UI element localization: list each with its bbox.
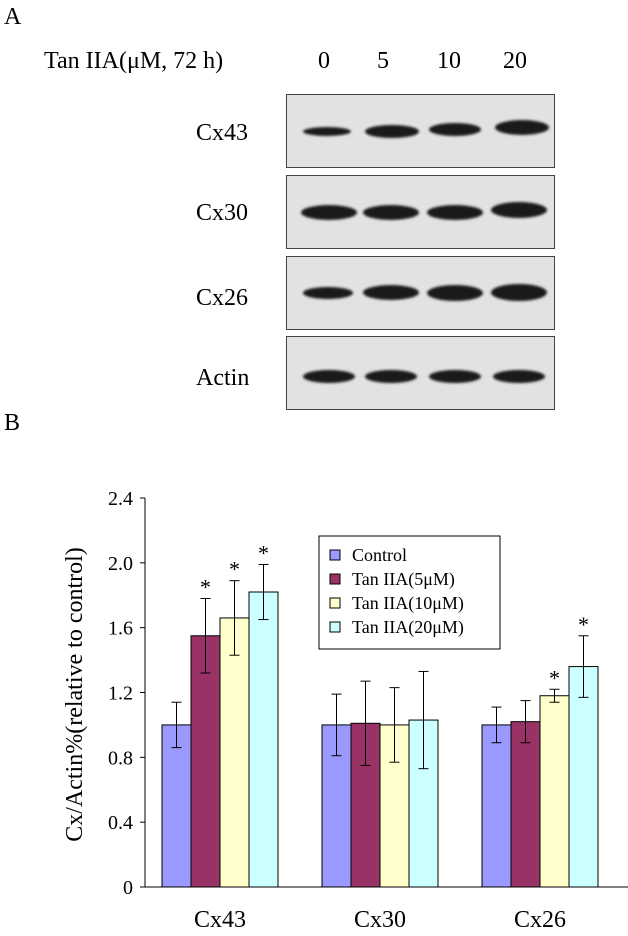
y-tick-label: 1.6 bbox=[108, 618, 133, 640]
lane-label-20: 20 bbox=[503, 48, 527, 74]
band bbox=[491, 284, 547, 301]
panel-b-label: B bbox=[4, 410, 21, 436]
y-tick-label: 0.4 bbox=[108, 812, 133, 834]
lane-label-10: 10 bbox=[437, 48, 461, 74]
band bbox=[495, 120, 549, 135]
y-tick-label: 2.4 bbox=[108, 488, 133, 510]
significance-marker: * bbox=[200, 574, 211, 599]
blot-strip-cx26 bbox=[286, 256, 555, 330]
bar bbox=[481, 724, 512, 888]
legend-swatch bbox=[329, 549, 341, 561]
band bbox=[301, 205, 357, 220]
y-tick-label: 0 bbox=[123, 877, 133, 899]
significance-marker: * bbox=[578, 612, 589, 637]
y-tick-label: 1.2 bbox=[108, 683, 133, 705]
blot-strip-cx30 bbox=[286, 175, 555, 249]
blot-label-cx30: Cx30 bbox=[196, 200, 249, 226]
panel-a-label: A bbox=[4, 4, 22, 30]
significance-marker: * bbox=[258, 540, 269, 565]
legend-label: Tan IIA(20μM) bbox=[352, 617, 464, 638]
blot-strip-actin bbox=[286, 336, 555, 410]
band bbox=[303, 370, 355, 383]
legend-box bbox=[318, 535, 501, 650]
x-category-label: Cx43 bbox=[194, 907, 246, 933]
band bbox=[303, 287, 353, 299]
bar bbox=[190, 635, 221, 888]
band bbox=[493, 370, 545, 383]
band bbox=[427, 205, 483, 220]
legend-swatch bbox=[329, 573, 341, 585]
band bbox=[429, 123, 481, 136]
band bbox=[363, 205, 419, 220]
band bbox=[427, 285, 483, 301]
treatment-label: Tan IIA(μM, 72 h) bbox=[44, 48, 224, 74]
legend-label: Tan IIA(5μM) bbox=[352, 569, 455, 590]
legend-label: Control bbox=[352, 545, 407, 565]
significance-marker: * bbox=[549, 665, 560, 690]
x-category-label: Cx26 bbox=[514, 907, 566, 933]
band bbox=[365, 370, 417, 383]
blot-label-cx43: Cx43 bbox=[196, 120, 249, 146]
bar bbox=[248, 591, 279, 888]
lane-label-5: 5 bbox=[377, 48, 389, 74]
band bbox=[491, 202, 547, 218]
blot-strip-cx43 bbox=[286, 94, 555, 168]
bar bbox=[539, 695, 570, 888]
legend-swatch bbox=[329, 621, 341, 633]
blot-label-actin: Actin bbox=[196, 365, 250, 391]
band bbox=[365, 125, 419, 138]
legend-swatch bbox=[329, 597, 341, 609]
band bbox=[429, 370, 481, 383]
y-tick-label: 2.0 bbox=[108, 553, 133, 575]
blot-label-cx26: Cx26 bbox=[196, 285, 249, 311]
band bbox=[303, 127, 351, 136]
y-axis-title: Cx/Actin%(relative to control) bbox=[62, 547, 88, 842]
bar bbox=[219, 617, 250, 888]
y-tick-label: 0.8 bbox=[108, 747, 133, 769]
bar bbox=[568, 666, 599, 888]
legend-label: Tan IIA(10μM) bbox=[352, 593, 464, 614]
bar bbox=[161, 724, 192, 888]
bar bbox=[510, 721, 541, 888]
significance-marker: * bbox=[229, 557, 240, 582]
lane-label-0: 0 bbox=[318, 48, 330, 74]
band bbox=[363, 285, 419, 300]
x-category-label: Cx30 bbox=[354, 907, 406, 933]
